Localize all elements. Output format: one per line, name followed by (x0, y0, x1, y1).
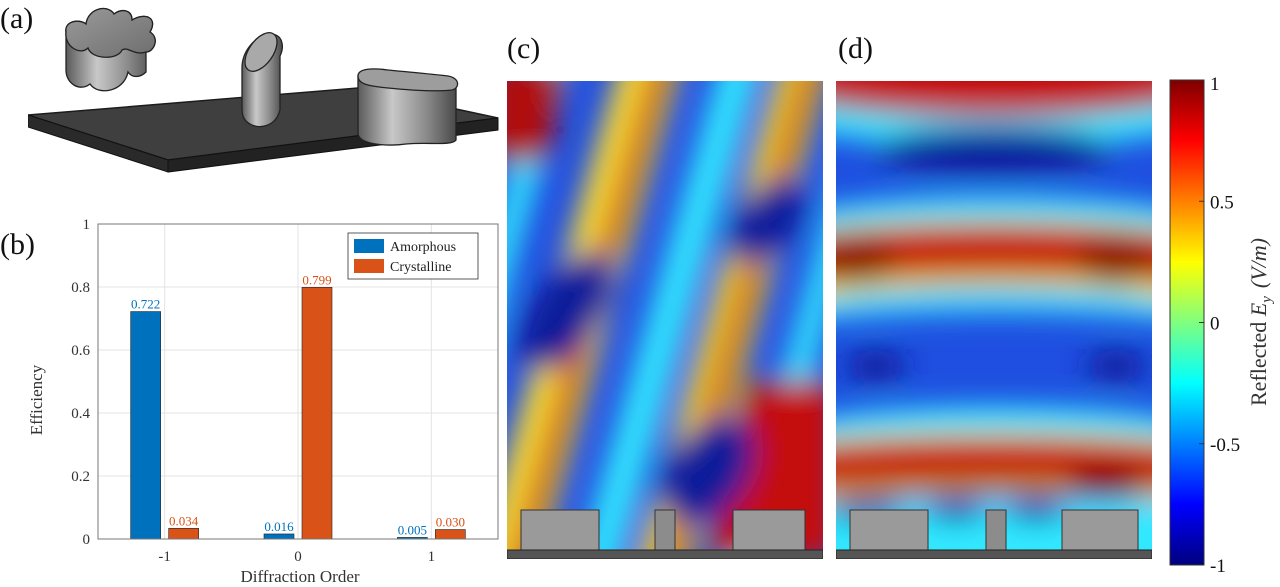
panel-label-c: (c) (507, 32, 541, 65)
panel-label-d: (d) (838, 32, 873, 65)
bar-value-label: 0.005 (398, 522, 427, 537)
bar-value-label: 0.030 (436, 515, 465, 530)
bar-value-label: 0.034 (169, 513, 199, 528)
y-tick-label: 0 (83, 532, 91, 548)
field-map-c (507, 81, 823, 559)
wide-pillar (357, 75, 457, 146)
substrate-c (507, 549, 823, 559)
colorbar-tick-label: 1 (1210, 74, 1220, 95)
pillar-left-d (849, 509, 929, 553)
bar-crystalline (435, 529, 466, 540)
colorbar: 1 0.5 0 -0.5 -1 Reflected Ey(V/m) (1169, 74, 1275, 577)
colorbar-tick-label: -1 (1210, 556, 1226, 577)
legend-label-amorphous: Amorphous (390, 240, 456, 255)
y-tick-label: 0.2 (71, 469, 90, 485)
colorbar-tick-label: 0 (1210, 314, 1220, 335)
legend-swatch-amorphous (354, 239, 384, 253)
x-tick-label: 0 (294, 549, 302, 565)
colorbar-gradient (1169, 79, 1205, 566)
colorbar-tick-label: 0.5 (1210, 192, 1234, 213)
bar-crystalline (301, 287, 333, 540)
pillar-right-d (1061, 509, 1139, 553)
pillar-mid-d (985, 509, 1007, 553)
y-axis-title: Efficiency (27, 364, 46, 435)
panel-label-a: (a) (0, 2, 34, 35)
pillar-right-c (732, 509, 806, 553)
colorbar-title: Reflected Ey(V/m) (1246, 238, 1275, 406)
bar-value-label: 0.799 (302, 272, 331, 287)
pillar-mid-c (654, 509, 676, 553)
bar-value-label: 0.016 (264, 519, 294, 534)
x-tick-label: 1 (428, 549, 436, 565)
y-tick-label: 0.8 (71, 280, 90, 296)
substrate-d (836, 549, 1152, 559)
y-tick-label: 1 (83, 217, 91, 233)
y-tick-label: 0.4 (71, 406, 90, 422)
field-map-d (836, 81, 1152, 559)
legend: Amorphous Crystalline (347, 232, 479, 280)
bar-crystalline (168, 527, 199, 540)
panel-label-b: (b) (0, 228, 35, 261)
x-axis-title: Diffraction Order (240, 567, 359, 586)
y-tick-label: 0.6 (71, 343, 90, 359)
efficiency-bar-chart: 00.20.40.60.81-10.7220.03400.0160.79910.… (27, 217, 499, 586)
x-tick-label: -1 (158, 549, 171, 565)
legend-label-crystalline: Crystalline (390, 260, 451, 275)
legend-swatch-crystalline (354, 259, 384, 273)
pillar-left-c (520, 509, 600, 553)
bar-value-label: 0.722 (131, 297, 160, 312)
colorbar-tick-label: -0.5 (1210, 435, 1240, 456)
bar-amorphous (130, 311, 161, 540)
bar-amorphous (263, 533, 295, 540)
metasurface-3d-render (28, 7, 499, 173)
